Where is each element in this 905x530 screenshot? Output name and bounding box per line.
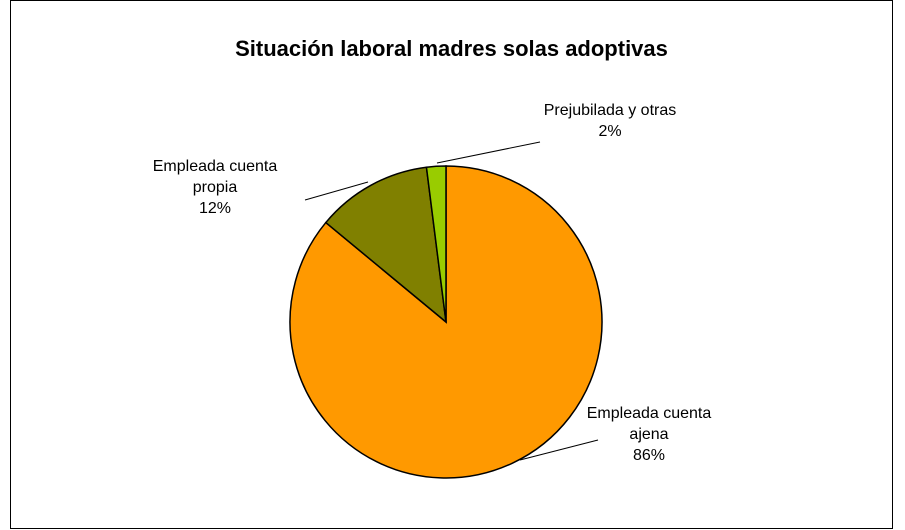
slice-name: Empleada cuenta ajena — [586, 405, 712, 443]
leader-line — [436, 141, 541, 164]
slice-label: Empleada cuenta ajena 86% — [574, 403, 724, 466]
slice-label: Empleada cuenta propia 12% — [140, 156, 290, 219]
slice-name: Empleada cuenta propia — [152, 158, 278, 196]
leader-line — [519, 439, 599, 461]
pie-slice — [324, 166, 447, 324]
slice-label: Prejubilada y otras 2% — [535, 100, 685, 142]
slice-name: Prejubilada y otras — [543, 102, 677, 119]
slice-percent: 2% — [598, 123, 622, 140]
slice-percent: 86% — [632, 447, 666, 464]
leader-line — [304, 181, 369, 201]
slice-percent: 12% — [198, 200, 232, 217]
chart-title: Situación laboral madres solas adoptivas — [235, 36, 668, 61]
pie-slice — [425, 165, 447, 323]
pie — [289, 165, 603, 479]
